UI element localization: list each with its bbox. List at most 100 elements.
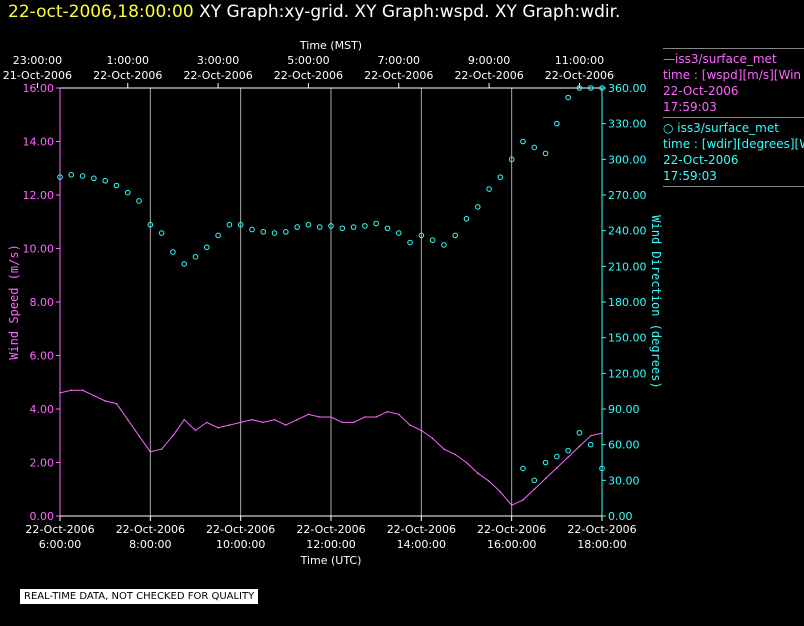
- top-axis-title: Time (MST): [299, 39, 362, 52]
- legend-wdir-time: 17:59:03: [663, 169, 717, 183]
- wdir-point: [226, 221, 233, 228]
- wdir-point: [565, 94, 571, 101]
- wspd-point: [126, 418, 129, 421]
- wdir-point: [463, 215, 470, 222]
- wdir-point: [237, 221, 244, 228]
- top-tick-time: 1:00:00: [107, 54, 149, 67]
- right-tick-label: 90.00: [608, 403, 640, 416]
- left-tick-label: 12.00: [23, 189, 55, 202]
- wspd-point: [307, 413, 310, 416]
- top-tick-time: 7:00:00: [378, 54, 420, 67]
- wdir-point: [339, 225, 346, 232]
- wspd-point: [251, 418, 253, 421]
- wdir-point: [91, 175, 97, 182]
- wspd-point: [70, 389, 73, 392]
- wdir-point: [599, 85, 605, 91]
- legend-separator: [663, 117, 804, 118]
- wdir-point: [441, 242, 447, 248]
- wdir-point: [158, 230, 165, 236]
- wspd-point: [115, 402, 118, 405]
- top-tick-date: 22-Oct-2006: [545, 69, 614, 82]
- top-tick-date: 22-Oct-2006: [183, 69, 252, 82]
- legend-wdir-field: time : [wdir][degrees][W: [663, 137, 804, 151]
- bottom-tick-time: 12:00:00: [306, 538, 355, 551]
- right-axis-title: Wind Direction (degrees): [649, 215, 663, 388]
- bottom-tick-date: 22-Oct-2006: [296, 523, 365, 536]
- wdir-point: [362, 223, 368, 229]
- bottom-tick-date: 22-Oct-2006: [477, 523, 546, 536]
- wdir-point: [249, 226, 255, 233]
- wdir-point: [531, 144, 538, 151]
- wspd-point: [465, 461, 468, 464]
- wdir-point: [542, 150, 549, 157]
- wdir-point: [271, 230, 278, 236]
- top-tick-date: 22-Oct-2006: [364, 69, 433, 82]
- wspd-point: [149, 451, 152, 453]
- title-graphs: XY Graph:xy-grid. XY Graph:wspd. XY Grap…: [199, 2, 621, 22]
- wdir-point: [113, 182, 120, 189]
- wdir-point: [576, 85, 583, 91]
- wspd-point: [318, 416, 321, 418]
- wspd-point: [431, 437, 434, 440]
- wspd-point: [330, 416, 332, 418]
- legend-separator: [663, 48, 804, 49]
- right-tick-label: 60.00: [608, 439, 640, 452]
- top-tick-time: 5:00:00: [287, 54, 329, 67]
- left-tick-label: 6.00: [30, 350, 55, 363]
- wdir-point: [102, 177, 108, 184]
- right-tick-label: 30.00: [608, 474, 640, 487]
- wdir-point: [170, 249, 176, 255]
- wdir-point: [554, 120, 560, 127]
- wdir-point: [316, 224, 323, 230]
- right-tick-label: 150.00: [608, 332, 647, 345]
- wspd-point: [454, 453, 457, 456]
- bottom-tick-time: 6:00:00: [39, 538, 81, 551]
- wdir-point: [531, 477, 538, 484]
- bottom-tick-date: 22-Oct-2006: [567, 523, 636, 536]
- quality-notice: REAL-TIME DATA, NOT CHECKED FOR QUALITY: [20, 589, 259, 604]
- wspd-point: [273, 418, 276, 421]
- bottom-axis-title: Time (UTC): [300, 554, 362, 567]
- wspd-point: [578, 445, 581, 448]
- wspd-point: [285, 424, 287, 426]
- wdir-point: [260, 229, 267, 235]
- right-tick-label: 270.00: [608, 189, 647, 202]
- wdir-point: [384, 225, 391, 232]
- bottom-tick-time: 14:00:00: [397, 538, 446, 551]
- bottom-tick-date: 22-Oct-2006: [206, 523, 275, 536]
- wdir-point: [542, 459, 549, 466]
- wspd-point: [352, 421, 355, 424]
- wspd-point: [499, 491, 502, 493]
- wdir-point: [508, 156, 515, 163]
- wdir-point: [418, 232, 425, 239]
- wdir-point: [486, 186, 492, 192]
- right-tick-label: 240.00: [608, 225, 647, 238]
- wdir-point: [283, 229, 289, 235]
- right-tick-label: 120.00: [608, 367, 647, 380]
- wspd-point: [93, 394, 95, 397]
- wdir-point: [192, 254, 199, 260]
- bottom-tick-time: 16:00:00: [487, 538, 536, 551]
- top-tick-date: 22-Oct-2006: [454, 69, 523, 82]
- wdir-point: [181, 261, 188, 267]
- left-axis-title: Wind Speed (m/s): [7, 244, 21, 360]
- wdir-point: [373, 220, 379, 227]
- wdir-point: [79, 173, 86, 179]
- top-tick-date: 21-Oct-2006: [3, 69, 72, 82]
- top-tick-date: 22-Oct-2006: [274, 69, 343, 82]
- top-tick-time: 9:00:00: [468, 54, 510, 67]
- wdir-point: [497, 174, 504, 180]
- legend-wspd-source: —iss3/surface_met: [663, 52, 777, 66]
- wspd-point: [239, 421, 242, 424]
- legend-wdir-source: ○ iss3/surface_met: [663, 121, 779, 135]
- right-tick-label: 360.00: [608, 82, 647, 95]
- bottom-tick-time: 10:00:00: [216, 538, 265, 551]
- left-tick-label: 2.00: [30, 457, 55, 470]
- wdir-point: [565, 447, 571, 454]
- wdir-point: [294, 224, 300, 230]
- top-tick-time: 3:00:00: [197, 54, 239, 67]
- left-tick-label: 8.00: [30, 296, 55, 309]
- left-tick-label: 14.00: [23, 136, 55, 149]
- wspd-point: [81, 389, 84, 392]
- graph-title: 22-oct-2006,18:00:00 XY Graph:xy-grid. X…: [8, 2, 620, 22]
